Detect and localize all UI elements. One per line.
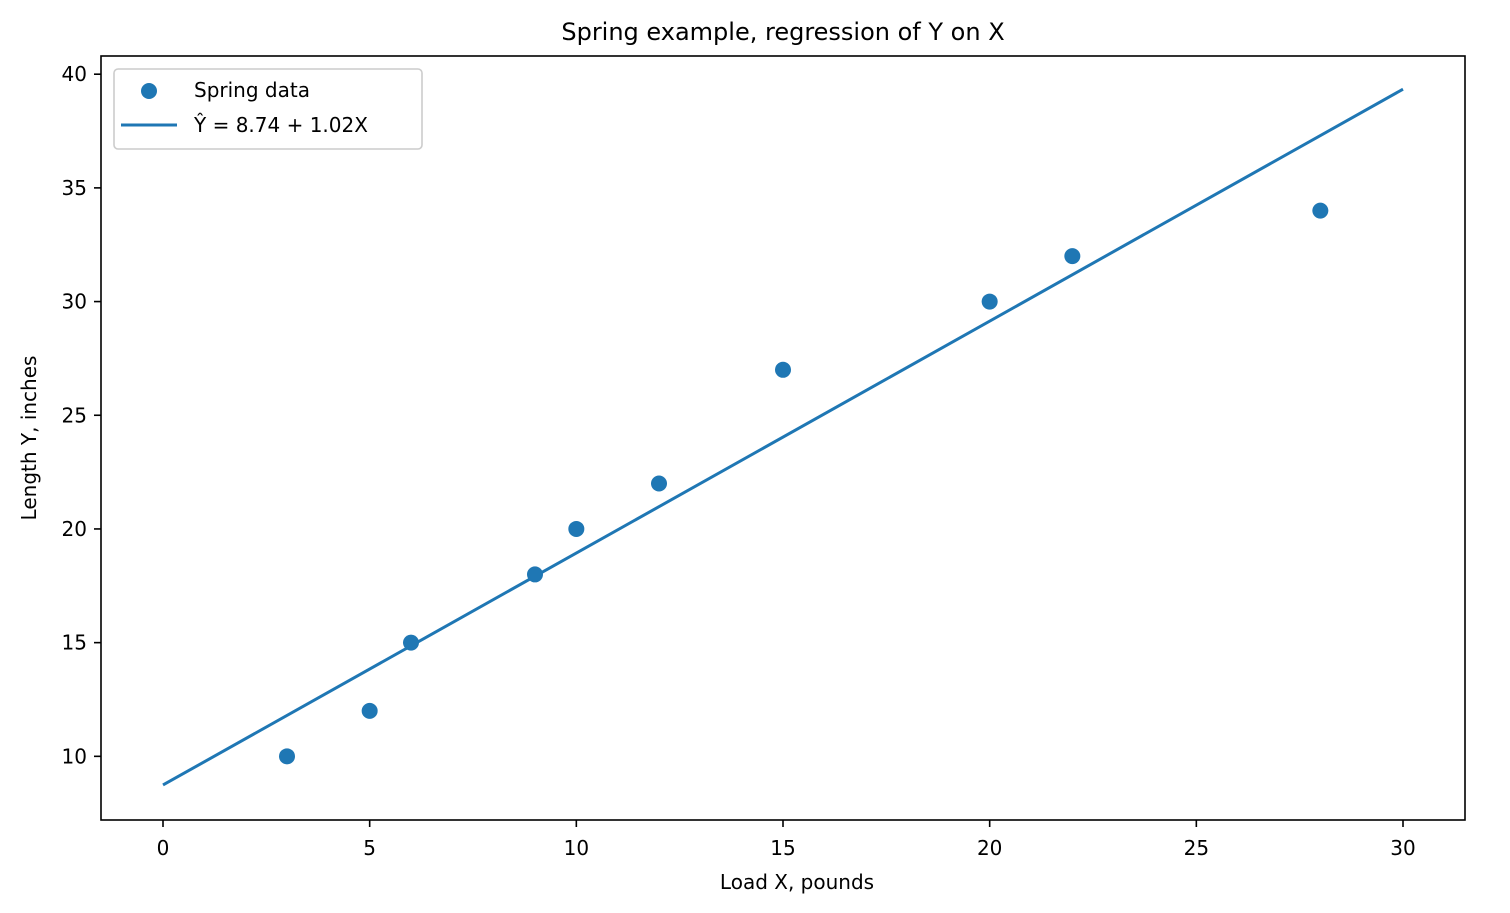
legend: Spring data Ŷ = 8.74 + 1.02X [113,68,423,150]
data-point [568,520,585,537]
legend-marker-spring-data [141,83,157,99]
y-tick-label: 30 [62,290,87,314]
x-tick-label: 5 [363,836,376,860]
data-point [775,361,791,378]
data-point [1064,248,1081,265]
y-tick-label: 35 [62,176,87,200]
plot-frame [100,55,1466,821]
plot-area [162,87,1404,787]
y-tick-label: 20 [62,517,87,541]
data-point [651,475,667,492]
y-tick-label: 15 [62,631,87,655]
y-tick-label: 10 [62,744,87,768]
x-tick-label: 20 [977,836,1002,860]
data-point [1312,202,1329,219]
y-tick-label: 25 [62,403,87,427]
x-tick-label: 0 [157,836,170,860]
data-point [527,566,543,583]
data-point [361,702,378,719]
regression-line [162,87,1404,787]
y-axis-label: Length Y, inches [17,356,41,521]
x-tick-label: 15 [770,836,795,860]
legend-label-spring-data: Spring data [194,78,310,102]
x-tick-label: 25 [1184,836,1209,860]
data-point [403,634,419,651]
chart-title: Spring example, regression of Y on X [561,18,1004,46]
x-tick-label: 30 [1390,836,1415,860]
y-tick-label: 40 [62,62,87,86]
legend-frame [113,68,423,150]
data-point [279,748,295,765]
axis-ticks: 0 5 10 15 20 25 30 10 15 20 25 30 35 40 [62,62,1416,860]
x-tick-label: 10 [564,836,589,860]
x-axis-label: Load X, pounds [720,870,874,894]
legend-label-regression: Ŷ = 8.74 + 1.02X [193,113,368,137]
data-point [981,293,998,310]
